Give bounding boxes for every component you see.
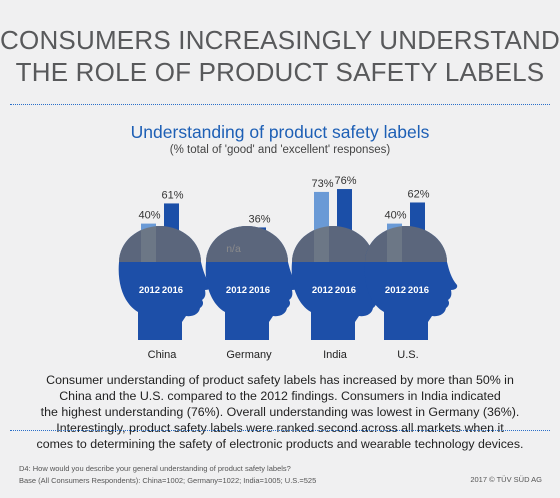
head-group: 40%62% 2012 2016 U.S. <box>364 188 458 361</box>
page-title: CONSUMERS INCREASINGLY UNDERSTAND THE RO… <box>0 24 560 88</box>
bottom-divider <box>10 430 550 431</box>
page-title-line-2: THE ROLE OF PRODUCT SAFETY LABELS <box>15 57 545 87</box>
year-label: 2012 <box>226 285 247 296</box>
year-label: 2016 <box>408 285 429 296</box>
head-cap <box>365 226 447 262</box>
data-label: 73% <box>311 178 333 190</box>
category-label: Germany <box>226 349 272 361</box>
chart-area: 40%61%20122016Chinan/a36%20122016Germany… <box>118 175 458 361</box>
head-cap <box>119 226 201 262</box>
chart-subtitle: (% total of 'good' and 'excellent' respo… <box>169 144 391 156</box>
body-paragraph: Consumer understanding of product safety… <box>20 372 540 452</box>
head-cap <box>206 226 288 262</box>
chart-title: Understanding of product safety labels <box>130 122 430 142</box>
footnote-base: Base (All Consumers Respondents): China=… <box>19 476 317 485</box>
body-line: China and the U.S. compared to the 2012 … <box>59 389 501 403</box>
top-divider <box>10 104 550 105</box>
year-label: 2012 <box>312 285 333 296</box>
copyright: 2017 © TÜV SÜD AG <box>470 475 542 484</box>
year-label: 2012 <box>385 285 406 296</box>
body-line: Consumer understanding of product safety… <box>46 373 514 387</box>
body-line: the highest understanding (76%). Overall… <box>40 405 520 419</box>
head-group: 73% 76% 2012 2016 India <box>291 175 385 361</box>
footnote: D4: How would you describe your general … <box>19 463 399 487</box>
category-label: China <box>148 349 178 361</box>
year-label: 2016 <box>335 285 356 296</box>
page-title-line-1: CONSUMERS INCREASINGLY UNDERSTAND <box>0 25 560 55</box>
year-label: 2016 <box>249 285 270 296</box>
body-line: comes to determining the safety of elect… <box>36 437 524 451</box>
body-line: Interestingly, product safety labels wer… <box>56 421 504 435</box>
data-label: 40% <box>138 210 160 222</box>
category-label: India <box>323 349 348 361</box>
data-label: 40% <box>384 210 406 222</box>
head-cap <box>292 226 374 262</box>
data-label: 61% <box>161 189 183 201</box>
category-label: U.S. <box>397 349 418 361</box>
footnote-question: D4: How would you describe your general … <box>19 464 291 473</box>
data-label: 76% <box>334 175 356 187</box>
year-label: 2012 <box>139 285 160 296</box>
head-group: 40%61% 2012 2016 China <box>118 189 212 361</box>
data-label: 36% <box>248 213 270 225</box>
year-label: 2016 <box>162 285 183 296</box>
data-label: 62% <box>407 188 429 200</box>
